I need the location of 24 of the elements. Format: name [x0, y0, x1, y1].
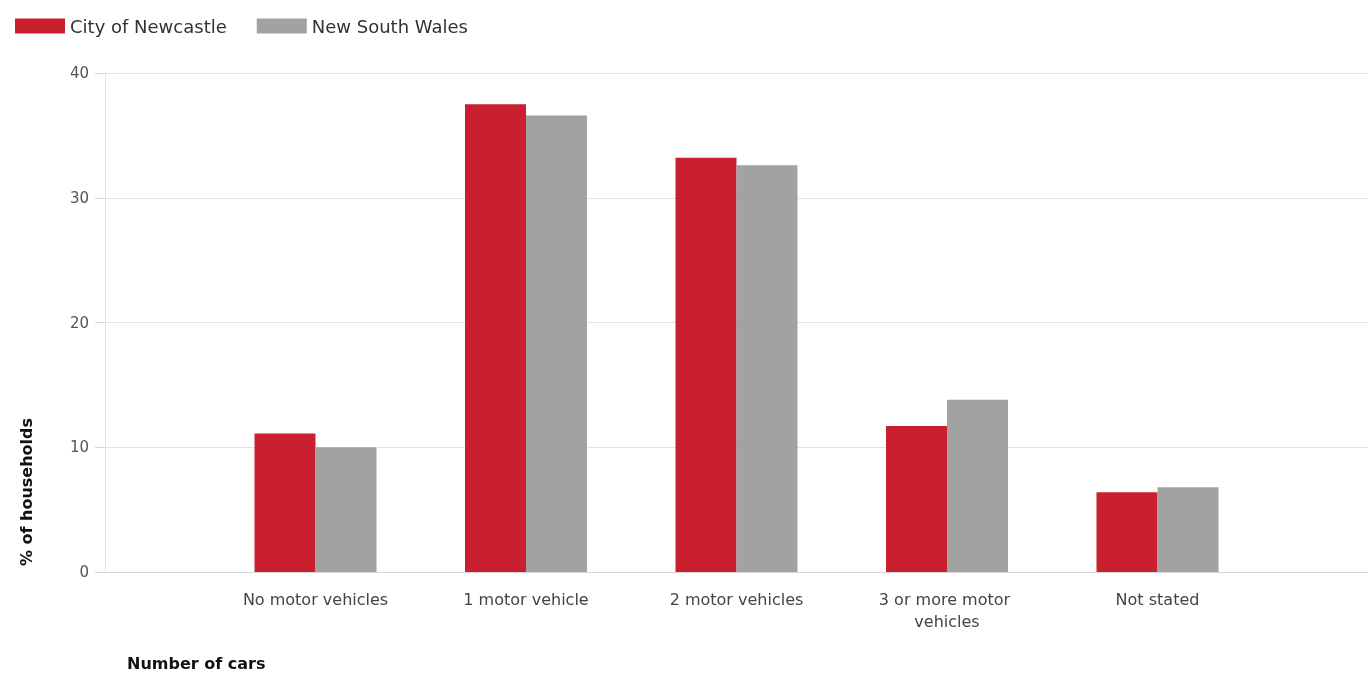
x-tick-label: 2 motor vehicles [669, 589, 804, 609]
y-axis-title: % of households [16, 417, 36, 567]
x-axis-title: Number of cars [127, 653, 266, 673]
bar [465, 104, 526, 572]
y-tick-label: 20 [69, 313, 89, 332]
legend-label: City of Newcastle [70, 15, 227, 37]
x-tick-label: 3 or more motor vehicles [878, 589, 1016, 631]
bar [526, 115, 587, 572]
bar [947, 399, 1008, 572]
x-tick-label: Not stated [1115, 589, 1200, 609]
x-tick-label: 1 motor vehicle [463, 589, 589, 609]
bar [736, 165, 798, 572]
legend-label: New South Wales [311, 15, 468, 37]
bar [1096, 492, 1158, 572]
bar [675, 157, 737, 572]
y-tick-label: 30 [69, 188, 89, 207]
bar [886, 426, 947, 572]
bar [1157, 487, 1219, 572]
y-tick-label: 0 [79, 563, 89, 581]
y-tick-label: 10 [69, 438, 89, 457]
y-tick-label: 40 [69, 64, 89, 82]
bar [254, 433, 316, 572]
x-tick-label: No motor vehicles [242, 589, 389, 609]
bar [315, 447, 377, 572]
